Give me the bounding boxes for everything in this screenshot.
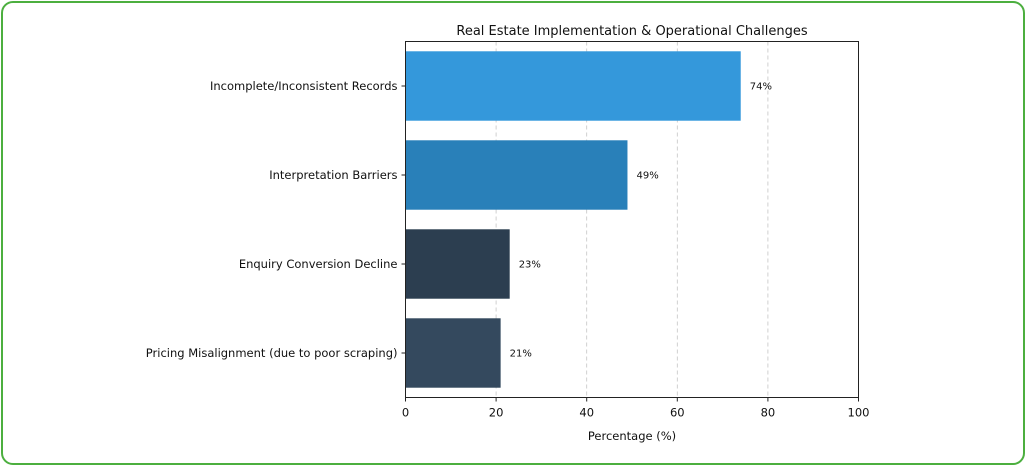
y-axis-ticks: Incomplete/Inconsistent Records Interpret…	[146, 79, 406, 360]
bar-value-label: 23%	[519, 260, 541, 271]
x-tick-label: 40	[579, 406, 594, 420]
category-label: Pricing Misalignment (due to poor scrapi…	[146, 346, 398, 360]
x-tick-label: 60	[670, 406, 685, 420]
bar-value-label: 21%	[510, 349, 532, 360]
x-tick-label: 0	[402, 406, 409, 420]
category-label: Enquiry Conversion Decline	[239, 257, 398, 271]
bar-value-label: 49%	[636, 171, 658, 182]
bar	[405, 318, 501, 388]
chart-title: Real Estate Implementation & Operational…	[456, 24, 807, 39]
x-tick-label: 100	[848, 406, 870, 420]
plot-area-border	[405, 41, 859, 398]
category-label: Interpretation Barriers	[269, 168, 397, 182]
bar	[405, 140, 628, 210]
x-axis-ticks: 0 20 40 60 80 100	[402, 397, 870, 420]
bars: 74% 49% 23% 21%	[405, 51, 772, 388]
bar	[405, 229, 510, 299]
category-label: Incomplete/Inconsistent Records	[210, 79, 398, 93]
x-tick-label: 20	[489, 406, 504, 420]
bar-value-label: 74%	[750, 82, 772, 93]
bar	[405, 51, 741, 121]
x-axis-label: Percentage (%)	[588, 429, 676, 443]
x-tick-label: 80	[761, 406, 776, 420]
